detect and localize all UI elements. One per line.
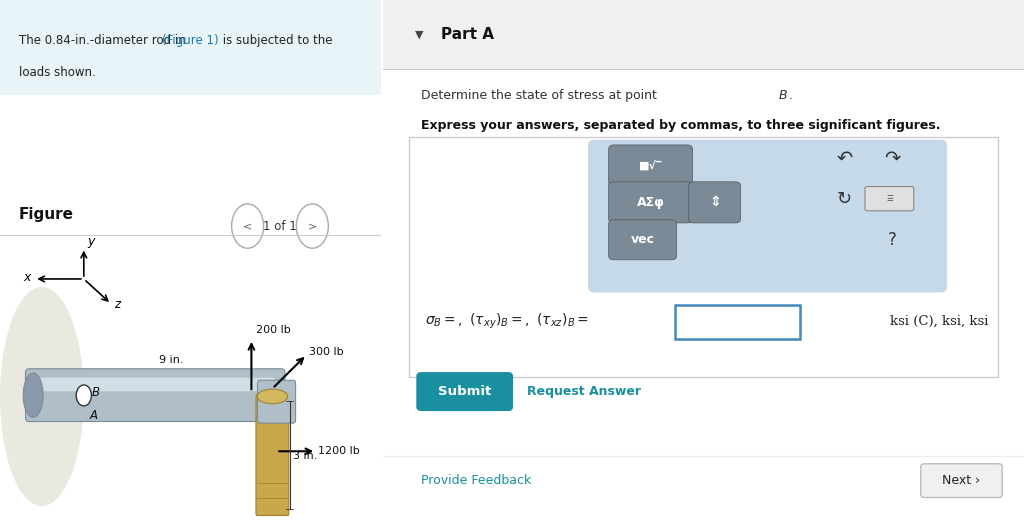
Text: ↻: ↻ xyxy=(837,190,852,208)
Text: 9 in.: 9 in. xyxy=(159,355,183,365)
FancyBboxPatch shape xyxy=(588,140,947,292)
Text: $\sigma_B =,\ (\tau_{xy})_B =,\ (\tau_{xz})_B =$: $\sigma_B =,\ (\tau_{xy})_B =,\ (\tau_{x… xyxy=(425,312,589,331)
Circle shape xyxy=(76,385,91,406)
Text: B: B xyxy=(92,386,100,399)
Text: x: x xyxy=(24,271,31,284)
Text: 1 of 1: 1 of 1 xyxy=(263,220,297,232)
Ellipse shape xyxy=(257,389,288,404)
Circle shape xyxy=(296,204,329,248)
FancyBboxPatch shape xyxy=(383,0,1024,69)
Text: 1200 lb: 1200 lb xyxy=(318,446,359,456)
Text: Next ›: Next › xyxy=(942,474,981,487)
Text: (Figure 1): (Figure 1) xyxy=(162,34,218,47)
Text: Determine the state of stress at point: Determine the state of stress at point xyxy=(422,90,662,102)
Ellipse shape xyxy=(0,287,84,506)
Text: B: B xyxy=(779,90,787,102)
Text: z: z xyxy=(115,298,121,311)
Text: 300 lb: 300 lb xyxy=(308,347,343,357)
Text: Submit: Submit xyxy=(438,385,492,398)
Text: vec: vec xyxy=(631,233,654,246)
FancyBboxPatch shape xyxy=(608,182,692,223)
Text: ☰: ☰ xyxy=(886,194,893,203)
Text: 3 in.: 3 in. xyxy=(293,451,317,461)
Text: >: > xyxy=(308,221,317,231)
FancyBboxPatch shape xyxy=(689,182,740,223)
FancyBboxPatch shape xyxy=(675,305,800,339)
Text: loads shown.: loads shown. xyxy=(19,66,96,79)
FancyBboxPatch shape xyxy=(865,187,913,211)
Text: Figure: Figure xyxy=(19,208,74,222)
Text: 200 lb: 200 lb xyxy=(256,325,291,335)
Ellipse shape xyxy=(24,373,43,417)
Text: AΣφ: AΣφ xyxy=(637,196,665,209)
Text: y: y xyxy=(87,235,94,248)
Text: ksi (C), ksi, ksi: ksi (C), ksi, ksi xyxy=(891,315,989,328)
Text: <: < xyxy=(243,221,252,231)
FancyBboxPatch shape xyxy=(26,369,285,422)
Text: Part A: Part A xyxy=(440,27,494,42)
FancyBboxPatch shape xyxy=(417,372,513,411)
Text: Provide Feedback: Provide Feedback xyxy=(422,474,531,487)
Text: ?: ? xyxy=(888,231,897,249)
FancyBboxPatch shape xyxy=(36,378,275,391)
Text: ⇕: ⇕ xyxy=(709,196,721,209)
Text: ■√‾: ■√‾ xyxy=(639,160,663,171)
FancyBboxPatch shape xyxy=(921,464,1002,497)
Text: ▼: ▼ xyxy=(415,30,424,39)
Circle shape xyxy=(231,204,263,248)
FancyBboxPatch shape xyxy=(608,220,677,260)
Text: The 0.84-in.-diameter rod in: The 0.84-in.-diameter rod in xyxy=(19,34,189,47)
Text: A: A xyxy=(89,409,97,422)
Text: ↷: ↷ xyxy=(885,149,901,168)
Text: is subjected to the: is subjected to the xyxy=(219,34,333,47)
Text: .: . xyxy=(788,90,793,102)
Text: ↶: ↶ xyxy=(837,149,853,168)
FancyBboxPatch shape xyxy=(256,395,289,515)
FancyBboxPatch shape xyxy=(608,145,692,186)
Text: Request Answer: Request Answer xyxy=(527,385,641,398)
FancyBboxPatch shape xyxy=(257,380,296,423)
FancyBboxPatch shape xyxy=(409,137,998,377)
FancyBboxPatch shape xyxy=(0,0,381,95)
Text: Express your answers, separated by commas, to three significant figures.: Express your answers, separated by comma… xyxy=(422,119,941,132)
